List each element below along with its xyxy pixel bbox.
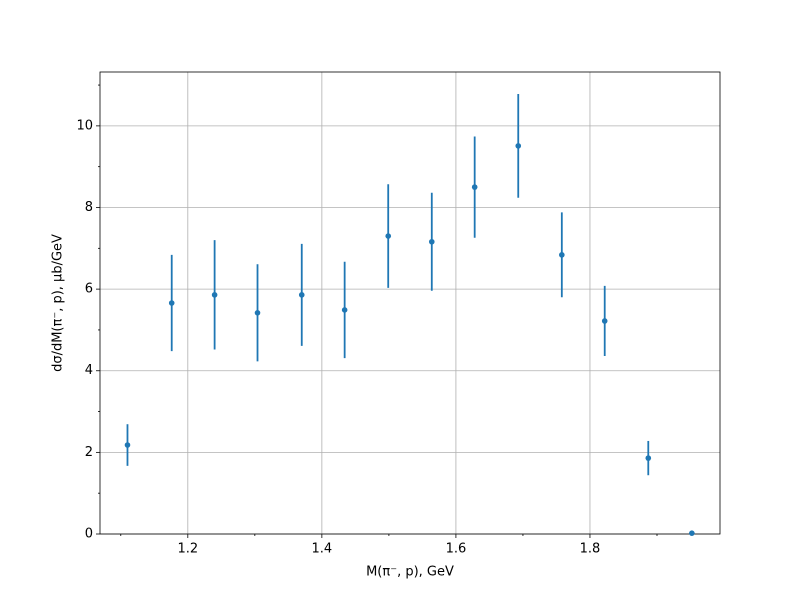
y-tick-label: 6 <box>85 282 93 297</box>
y-tick-label: 8 <box>85 200 93 215</box>
x-tick-label: 1.6 <box>446 542 467 557</box>
data-point <box>471 184 478 190</box>
x-tick-label: 1.8 <box>580 542 601 557</box>
data-point <box>211 292 218 298</box>
data-point <box>298 292 305 298</box>
plot-frame <box>99 71 721 535</box>
data-point <box>124 442 131 448</box>
x-tick-label: 1.4 <box>312 542 333 557</box>
y-tick-label: 10 <box>76 118 93 133</box>
data-point <box>428 238 435 245</box>
y-tick-label: 2 <box>85 445 93 460</box>
data-point <box>385 233 392 239</box>
data-point <box>645 455 652 461</box>
data-point <box>515 143 522 149</box>
y-tick-label: 4 <box>85 363 93 378</box>
data-point <box>254 309 261 316</box>
data-point <box>559 252 565 258</box>
data-point <box>168 300 175 306</box>
x-tick-label: 1.2 <box>177 542 198 557</box>
x-axis-label: M(π⁻, p), GeV <box>366 565 454 580</box>
data-point <box>689 530 695 536</box>
y-tick-label: 0 <box>85 527 93 542</box>
data-point <box>341 307 348 313</box>
y-axis-label: dσ/dM(π⁻, p), μb/GeV <box>51 234 66 372</box>
data-point <box>601 318 608 324</box>
